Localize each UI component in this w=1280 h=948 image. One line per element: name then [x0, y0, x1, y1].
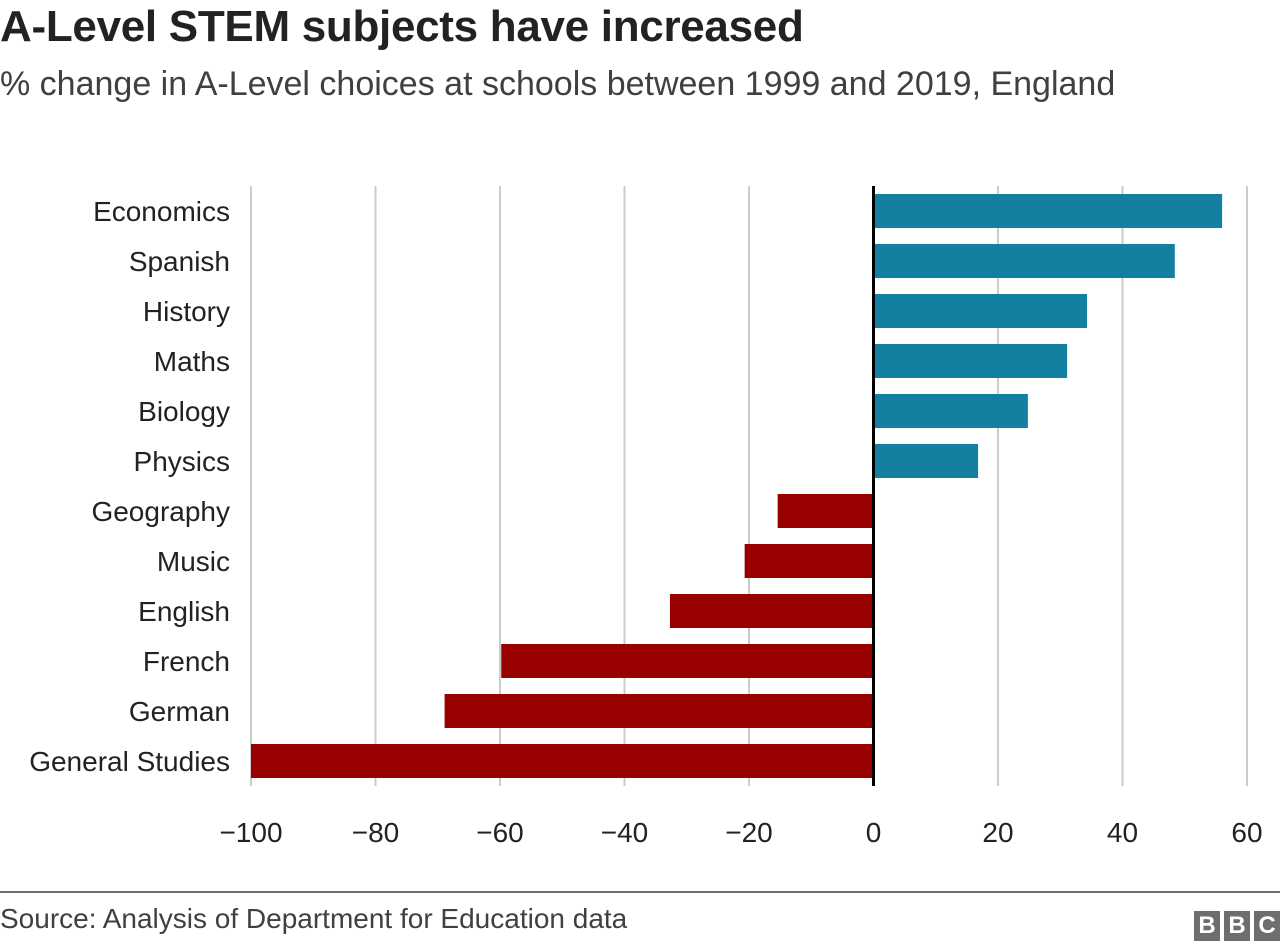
x-tick-label: 40 — [1107, 817, 1138, 848]
category-label: History — [143, 296, 230, 327]
bar — [744, 544, 874, 578]
category-labels: Economics Spanish History Maths Biology Physi… — [29, 196, 230, 777]
x-tick-label: −60 — [476, 817, 524, 848]
bbc-logo-letter: C — [1254, 911, 1280, 941]
bar — [873, 394, 1028, 428]
bar — [873, 294, 1088, 328]
x-tick-label: 0 — [866, 817, 882, 848]
category-label: English — [138, 596, 230, 627]
bar — [501, 644, 874, 678]
category-label: French — [143, 646, 230, 677]
x-tick-label: −100 — [219, 817, 282, 848]
x-tick-label: −80 — [352, 817, 400, 848]
bar — [873, 444, 979, 478]
x-tick-label: −20 — [725, 817, 773, 848]
category-label: German — [129, 696, 230, 727]
x-tick-labels: −100 −80 −60 −40 −20 0 20 40 60 — [219, 817, 1262, 848]
category-label: General Studies — [29, 746, 230, 777]
bar — [777, 494, 874, 528]
category-label: Biology — [138, 396, 230, 427]
bar — [873, 344, 1068, 378]
bar — [873, 244, 1175, 278]
bbc-logo-letter: B — [1194, 911, 1220, 941]
category-label: Music — [157, 546, 230, 577]
x-tick-label: 60 — [1231, 817, 1262, 848]
category-label: Maths — [154, 346, 230, 377]
x-tick-label: −40 — [601, 817, 649, 848]
bbc-logo: B B C — [1194, 911, 1280, 941]
category-label: Economics — [93, 196, 230, 227]
bars — [251, 194, 1223, 778]
chart-title: A-Level STEM subjects have increased — [0, 2, 804, 51]
bar — [669, 594, 874, 628]
gridlines — [250, 186, 1248, 786]
category-label: Geography — [91, 496, 230, 527]
bar — [873, 194, 1223, 228]
chart-subtitle: % change in A-Level choices at schools b… — [0, 65, 1116, 103]
bbc-logo-letter: B — [1224, 911, 1250, 941]
source-note: Source: Analysis of Department for Educa… — [0, 903, 628, 934]
footer-divider — [0, 891, 1280, 893]
bar-chart: Economics Spanish History Maths Biology Physi… — [29, 186, 1263, 848]
x-tick-label: 20 — [982, 817, 1013, 848]
bar — [444, 694, 874, 728]
category-label: Physics — [134, 446, 230, 477]
category-label: Spanish — [129, 246, 230, 277]
bar — [251, 744, 874, 778]
